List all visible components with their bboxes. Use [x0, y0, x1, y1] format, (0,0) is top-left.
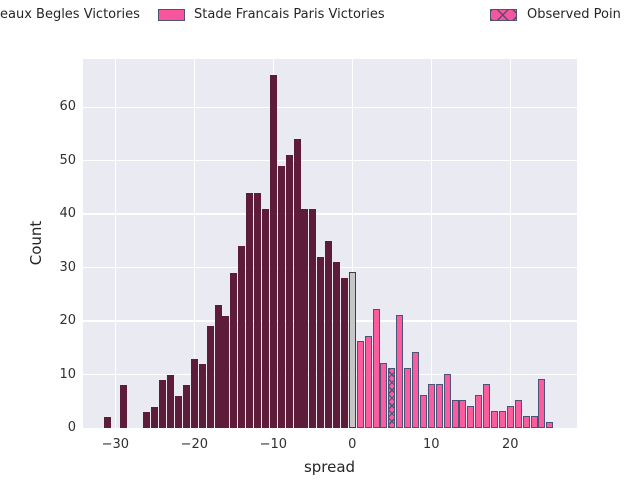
bar-spread--22: [175, 395, 182, 428]
x-tick-0: 0: [348, 437, 357, 452]
bar-spread--15: [230, 272, 238, 428]
gridline-y-50: [82, 160, 577, 162]
bar-spread-1: [356, 341, 364, 428]
y-tick-30: 30: [59, 259, 76, 275]
bar-spread--14: [238, 246, 246, 428]
y-tick-0: 0: [67, 420, 76, 435]
bar-spread-25: [546, 421, 554, 428]
bar-spread-2: [364, 336, 372, 428]
bar-spread--5: [309, 208, 317, 428]
x-axis-label: spread: [303, 458, 356, 476]
bar-spread-6: [396, 314, 404, 428]
bar-spread--23: [167, 374, 175, 428]
bar-spread--6: [301, 208, 309, 428]
bar-spread--10: [269, 75, 277, 428]
y-tick-60: 60: [59, 99, 76, 115]
bar-spread-23: [530, 416, 538, 428]
bar-spread-18: [491, 410, 498, 428]
bar-spread--11: [261, 208, 269, 428]
bar-spread--21: [182, 385, 190, 428]
bar-spread-17: [483, 384, 491, 428]
bar-spread-12: [443, 373, 451, 428]
bar-spread-4: [380, 362, 388, 428]
legend-swatch-stade-francais: [158, 9, 185, 21]
bar-spread-21: [514, 400, 522, 428]
x-tick--20: −20: [180, 437, 209, 452]
gridline-x--20: [193, 58, 195, 428]
bar-spread-20: [506, 405, 514, 428]
bar-spread-9: [419, 394, 427, 428]
bar-spread--31: [103, 417, 111, 428]
bar-spread--2: [333, 262, 340, 428]
bar-spread--16: [222, 315, 230, 428]
x-tick-20: 20: [502, 437, 519, 452]
bar-spread-19: [498, 410, 506, 428]
x-tick-10: 10: [423, 437, 440, 452]
bar-spread--9: [277, 166, 285, 428]
bar-spread--1: [340, 278, 348, 428]
gridline-x-20: [509, 58, 511, 428]
x-tick--30: −30: [101, 437, 130, 452]
bar-spread--17: [214, 305, 222, 428]
y-tick-50: 50: [59, 152, 76, 168]
legend-label-bordeaux: eaux Begles Victories: [0, 7, 140, 22]
bar-spread--18: [206, 326, 214, 428]
bar-spread-5: [388, 368, 396, 428]
x-tick--10: −10: [259, 437, 288, 452]
bar-spread--3: [325, 240, 333, 428]
bar-spread--24: [159, 379, 167, 428]
histogram-plot-area: [82, 58, 577, 428]
bar-spread--8: [285, 155, 293, 428]
y-tick-20: 20: [59, 313, 76, 329]
bar-spread--20: [190, 358, 198, 428]
bar-spread-3: [372, 309, 380, 428]
legend-swatch-observed-point: [490, 9, 517, 21]
legend-label-observed-point: Observed Poin: [527, 7, 621, 22]
bar-spread-14: [459, 400, 467, 428]
bar-spread--7: [293, 139, 301, 428]
legend-label-stade-francais: Stade Francais Paris Victories: [194, 7, 385, 22]
gridline-y-60: [82, 106, 577, 108]
bar-spread--12: [254, 192, 261, 428]
bar-spread--26: [143, 411, 151, 428]
gridline-y-40: [82, 213, 577, 215]
bar-spread-13: [451, 400, 459, 428]
bar-spread-16: [475, 394, 483, 428]
bar-spread--19: [198, 363, 206, 428]
bar-spread-22: [522, 416, 530, 428]
bar-spread--29: [119, 385, 127, 428]
gridline-x-0: [351, 58, 353, 428]
y-tick-40: 40: [59, 206, 76, 222]
bar-spread--25: [151, 406, 159, 428]
bar-spread-8: [412, 352, 419, 428]
bar-spread-24: [538, 378, 546, 428]
bar-spread--13: [246, 192, 254, 428]
bar-spread-7: [404, 368, 412, 428]
y-tick-10: 10: [59, 366, 76, 382]
bar-spread-0: [348, 271, 356, 428]
bar-spread-11: [435, 384, 443, 428]
bar-spread-10: [427, 384, 435, 428]
bar-spread--4: [317, 256, 325, 428]
bar-spread-15: [467, 405, 475, 428]
gridline-x-10: [430, 58, 432, 428]
gridline-x--30: [114, 58, 116, 428]
